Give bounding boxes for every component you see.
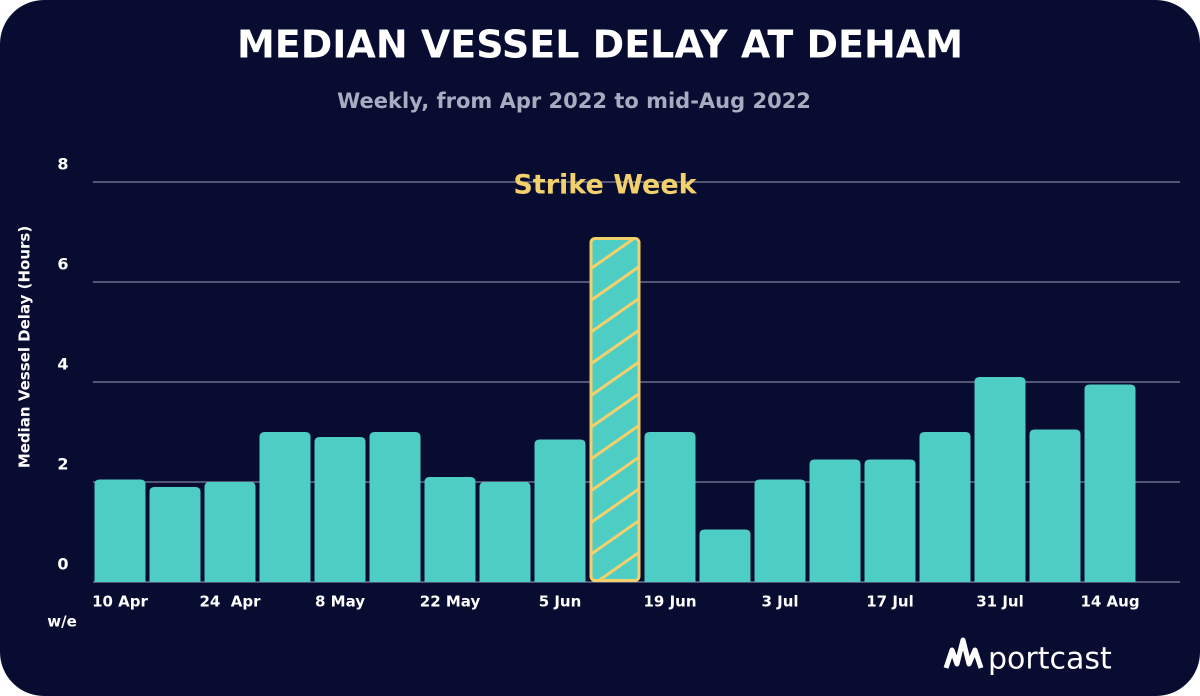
bar — [864, 459, 916, 582]
bar — [1084, 384, 1136, 582]
logo — [943, 637, 984, 669]
y-axis-label: Median Vessel Delay (Hours) — [16, 226, 34, 468]
chart-subtitle: Weekly, from Apr 2022 to mid-Aug 2022 — [337, 89, 811, 113]
bar — [644, 432, 696, 582]
x-tick-label: 31 Jul — [976, 593, 1024, 611]
y-tick-label: 2 — [57, 455, 68, 474]
bar — [204, 482, 256, 582]
brand: portcast — [988, 642, 1112, 677]
x-tick-label: 17 Jul — [866, 593, 914, 611]
x-tick-label: 10 Apr — [92, 593, 148, 611]
x-tick-label: 14 Aug — [1080, 593, 1139, 611]
bar — [809, 459, 861, 582]
x-axis-label: w/e — [47, 613, 77, 631]
x-tick-label: 19 Jun — [643, 593, 696, 611]
bar — [534, 439, 586, 582]
bar — [369, 432, 421, 582]
x-tick-label: 3 Jul — [761, 593, 798, 611]
x-tick-label: 24 Apr — [199, 593, 261, 611]
bar — [919, 432, 971, 582]
y-tick-label: 0 — [57, 555, 68, 574]
y-tick-label: 6 — [57, 255, 68, 274]
chart-title: MEDIAN VESSEL DELAY AT DEHAM — [237, 23, 963, 67]
bar — [149, 487, 201, 582]
y-tick-label: 8 — [57, 155, 68, 174]
bar — [479, 482, 531, 582]
highlighted-bar — [589, 237, 641, 582]
y-tick-label: 4 — [57, 355, 68, 374]
x-tick-label: 22 May — [420, 593, 481, 611]
annotation: Strike Week — [513, 170, 697, 201]
bar — [314, 437, 366, 582]
bar — [754, 479, 806, 582]
x-tick-label: 5 Jun — [539, 593, 582, 611]
bar — [259, 432, 311, 582]
bar — [1029, 429, 1081, 582]
x-tick-label: 8 May — [315, 593, 365, 611]
bar — [424, 477, 476, 582]
bar — [699, 529, 751, 582]
bar — [974, 377, 1026, 582]
bar — [94, 479, 146, 582]
